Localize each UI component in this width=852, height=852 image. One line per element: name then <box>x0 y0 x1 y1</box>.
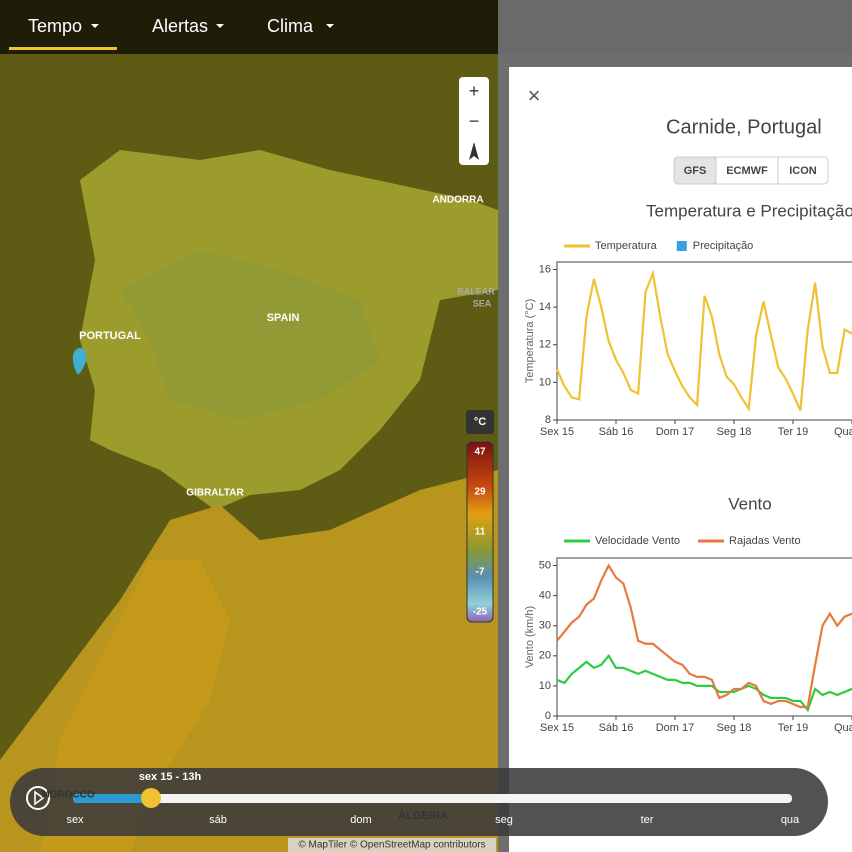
y-tick-label: 8 <box>545 414 551 426</box>
nav-item[interactable]: Clima <box>267 16 314 36</box>
timeline-track[interactable] <box>73 794 792 803</box>
x-tick-label: Sáb 16 <box>599 722 634 734</box>
zoom-in[interactable]: + <box>469 81 480 101</box>
scale-unit-box <box>466 410 494 434</box>
map-label: SEA <box>473 298 492 308</box>
timeline-day: ter <box>641 814 654 826</box>
x-tick-label: Qua 20 <box>834 722 852 734</box>
legend-entry: Rajadas Vento <box>729 535 801 547</box>
y-tick-label: 14 <box>539 301 551 313</box>
color-scale <box>466 441 494 623</box>
close-button[interactable]: × <box>528 83 541 108</box>
y-tick-label: 10 <box>539 680 551 692</box>
scale-label: 47 <box>474 447 486 458</box>
timeline-day: seg <box>495 814 513 826</box>
y-axis-label: Vento (km/h) <box>524 606 536 668</box>
chart-title: Temperatura e Precipitação <box>646 201 852 220</box>
caret <box>91 24 99 28</box>
x-tick-label: Sex 15 <box>540 426 574 438</box>
legend-swatch <box>676 241 687 251</box>
attribution: © MapTiler © OpenStreetMap contributors <box>298 840 485 851</box>
legend-entry: Precipitação <box>693 240 754 252</box>
chart-title: Vento <box>728 494 772 513</box>
compass[interactable] <box>469 142 479 160</box>
nav-bar <box>0 0 498 54</box>
series-line <box>555 269 852 412</box>
map-label: BALEAR <box>457 286 495 296</box>
y-tick-label: 10 <box>539 376 551 388</box>
side-panel <box>509 67 852 852</box>
x-tick-label: Seg 18 <box>717 722 752 734</box>
series-line <box>556 653 852 713</box>
scale-label: 11 <box>475 527 486 538</box>
x-tick-label: Dom 17 <box>656 426 695 438</box>
model-button[interactable]: ECMWF <box>726 165 768 177</box>
map-label: PORTUGAL <box>79 330 141 342</box>
model-button[interactable]: GFS <box>684 165 707 177</box>
zoom-out[interactable]: − <box>469 111 480 131</box>
x-tick-label: Ter 19 <box>778 426 809 438</box>
y-tick-label: 16 <box>539 263 551 275</box>
x-tick-label: Sáb 16 <box>599 426 634 438</box>
map-label: ANDORRA <box>432 195 483 206</box>
caret <box>216 24 224 28</box>
nav-bar-dim <box>498 0 852 54</box>
scale-label: -7 <box>476 567 485 578</box>
y-tick-label: 0 <box>545 710 551 722</box>
nav-item[interactable]: Tempo <box>28 16 82 36</box>
map-label: GIBRALTAR <box>186 488 244 499</box>
x-tick-label: Qua 20 <box>834 426 852 438</box>
y-tick-label: 20 <box>539 650 551 662</box>
series-line <box>556 563 852 709</box>
timeline-day: sex <box>66 814 84 826</box>
y-tick-label: 50 <box>539 559 551 571</box>
map-label: MOROCCO <box>41 790 95 801</box>
zoom-controls[interactable] <box>459 77 489 165</box>
scale-unit: °C <box>474 416 486 428</box>
model-button[interactable]: ICON <box>789 165 817 177</box>
timeline-day: sáb <box>209 814 227 826</box>
scale-label: 29 <box>474 487 486 498</box>
nav-item[interactable]: Alertas <box>152 16 208 36</box>
x-tick-label: Dom 17 <box>656 722 695 734</box>
play-icon <box>34 790 45 806</box>
chart: Temperatura e Precipitação Temperatura (°… <box>524 201 852 438</box>
panel-title: Carnide, Portugal <box>666 116 822 138</box>
map-label: ALGERIA <box>398 810 448 822</box>
x-tick-label: Seg 18 <box>717 426 752 438</box>
y-axis-label: Temperatura (°C) <box>524 299 536 383</box>
legend-entry: Temperatura <box>595 240 658 252</box>
chart: Vento Vento (km/h) 0 10 20 30 40 50 Sex 15 Sáb 16… <box>524 494 852 734</box>
play-button[interactable] <box>26 786 50 810</box>
attribution-bg <box>288 838 496 852</box>
terrain <box>120 250 380 420</box>
map[interactable]: + − <box>0 0 498 852</box>
location-pin[interactable] <box>72 348 87 375</box>
y-tick-label: 40 <box>539 590 551 602</box>
x-tick-label: Ter 19 <box>778 722 809 734</box>
timeline-knob[interactable] <box>141 788 161 808</box>
timeline-progress <box>73 794 151 803</box>
y-tick-label: 12 <box>539 339 551 351</box>
y-tick-label: 30 <box>539 620 551 632</box>
map-label: SPAIN <box>267 312 300 324</box>
timeline-day: qua <box>781 814 800 826</box>
scale-label: -25 <box>473 607 488 618</box>
timeline-day: dom <box>350 814 371 826</box>
nav-active <box>9 47 117 50</box>
caret <box>326 24 334 28</box>
x-tick-label: Sex 15 <box>540 722 574 734</box>
plot-frame <box>556 261 852 421</box>
plot-frame <box>556 557 852 717</box>
legend-entry: Velocidade Vento <box>595 535 680 547</box>
timeline-current: sex 15 - 13h <box>139 771 202 783</box>
